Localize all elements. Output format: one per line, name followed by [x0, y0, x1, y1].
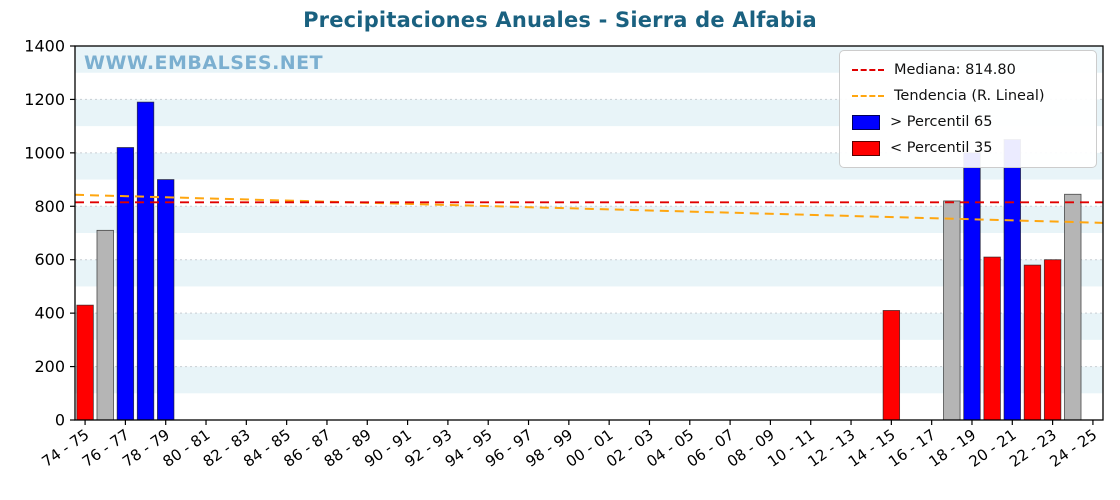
svg-text:0: 0: [55, 411, 65, 430]
svg-text:1400: 1400: [24, 37, 65, 56]
trend-line-swatch-icon: [852, 95, 884, 97]
svg-text:24 - 25: 24 - 25: [1046, 426, 1100, 471]
legend-label-low: < Percentil 35: [890, 140, 993, 156]
watermark: WWW.EMBALSES.NET: [84, 52, 324, 74]
legend-label-high: > Percentil 65: [890, 114, 993, 130]
svg-text:800: 800: [34, 197, 65, 216]
svg-text:400: 400: [34, 304, 65, 323]
svg-text:200: 200: [34, 357, 65, 376]
legend-item-median: Mediana: 814.80: [852, 61, 1084, 79]
svg-text:600: 600: [34, 250, 65, 269]
median-line-swatch-icon: [852, 69, 884, 71]
legend-label-median: Mediana: 814.80: [894, 62, 1016, 78]
legend-item-high-percentile: > Percentil 65: [852, 113, 1084, 131]
chart-title: Precipitaciones Anuales - Sierra de Alfa…: [303, 8, 817, 32]
legend-item-trend: Tendencia (R. Lineal): [852, 87, 1084, 105]
svg-text:1000: 1000: [24, 143, 65, 162]
svg-text:1200: 1200: [24, 90, 65, 109]
high-percentile-swatch-icon: [852, 114, 880, 130]
legend-label-trend: Tendencia (R. Lineal): [894, 88, 1045, 104]
legend: Mediana: 814.80 Tendencia (R. Lineal) > …: [839, 50, 1097, 168]
low-percentile-swatch-icon: [852, 140, 880, 156]
legend-item-low-percentile: < Percentil 35: [852, 139, 1084, 157]
